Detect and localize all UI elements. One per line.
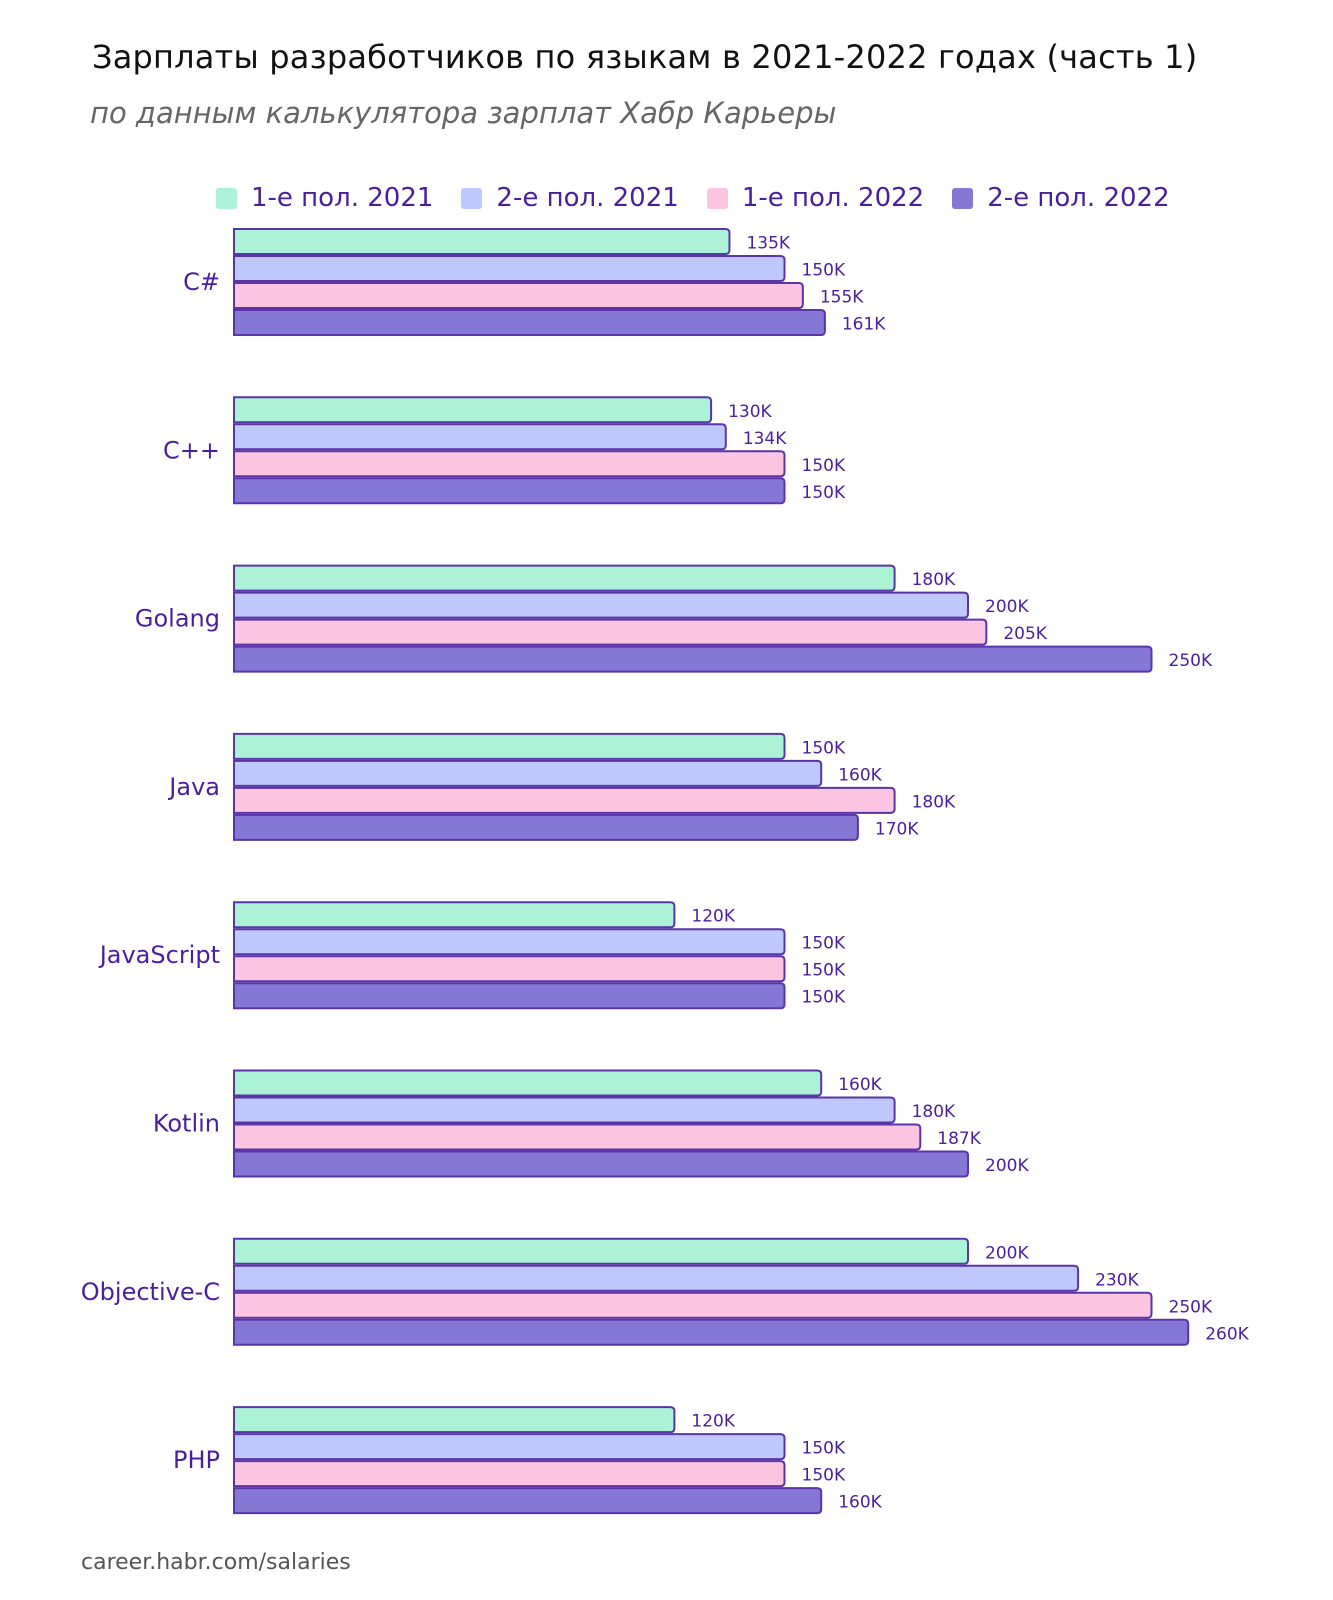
bar-group: Java 150K 160K 180K 170K — [167, 732, 956, 841]
bar-group: PHP 120K 150K 150K 160K — [173, 1406, 883, 1515]
category-label: PHP — [173, 1446, 220, 1474]
data-label: 250K — [1169, 651, 1213, 671]
legend-swatch — [706, 187, 728, 209]
bar[interactable] — [233, 1264, 1080, 1292]
data-label: 187K — [937, 1129, 981, 1149]
data-label: 134K — [743, 429, 787, 449]
source-footer: career.habr.com/salaries — [81, 1550, 351, 1575]
legend-item[interactable]: 2-е пол. 2022 — [952, 183, 1170, 213]
data-label: 205K — [1003, 624, 1047, 644]
legend-label: 1-е пол. 2021 — [251, 183, 434, 213]
bar[interactable] — [233, 1291, 1153, 1319]
bar[interactable] — [233, 732, 786, 760]
data-label: 150K — [802, 261, 846, 281]
bar[interactable] — [233, 1123, 922, 1151]
data-label: 150K — [802, 738, 846, 758]
bar[interactable] — [233, 591, 969, 619]
data-label: 200K — [985, 1156, 1029, 1176]
chart-subtitle: по данным калькулятора зарплат Хабр Карь… — [90, 96, 837, 130]
category-label: Objective-C — [81, 1278, 220, 1306]
legend-swatch — [216, 187, 237, 209]
legend-swatch — [461, 187, 483, 209]
bar[interactable] — [233, 645, 1153, 673]
bar[interactable] — [233, 564, 896, 592]
data-label: 250K — [1169, 1297, 1213, 1317]
data-label: 135K — [746, 234, 790, 254]
data-label: 170K — [875, 819, 919, 839]
legend-swatch — [952, 187, 974, 209]
category-label: Kotlin — [153, 1110, 220, 1138]
data-label: 200K — [985, 1243, 1029, 1263]
bar-group: JavaScript 120K 150K 150K 150K — [98, 901, 846, 1010]
data-label: 161K — [842, 315, 886, 335]
bar[interactable] — [233, 618, 988, 646]
data-label: 150K — [802, 1466, 846, 1486]
bar[interactable] — [233, 255, 786, 282]
bar[interactable] — [233, 282, 804, 309]
data-label: 150K — [802, 934, 846, 954]
data-label: 155K — [820, 288, 864, 308]
data-label: 150K — [802, 1439, 846, 1459]
data-label: 130K — [728, 402, 772, 422]
bar[interactable] — [233, 477, 786, 505]
data-label: 150K — [802, 483, 846, 503]
legend-item[interactable]: 1-е пол. 2022 — [706, 183, 925, 213]
data-label: 120K — [691, 1412, 735, 1432]
data-label: 180K — [912, 792, 956, 812]
bar[interactable] — [233, 759, 823, 787]
bar[interactable] — [233, 1237, 969, 1265]
category-label: Java — [167, 773, 220, 801]
legend-label: 1-е пол. 2022 — [741, 183, 925, 213]
bar-group: Golang 180K 200K 205K 250K — [135, 564, 1213, 673]
category-label: C++ — [163, 436, 220, 464]
legend-label: 2-е пол. 2022 — [987, 183, 1170, 213]
legend-label: 2-е пол. 2021 — [496, 183, 679, 213]
data-label: 230K — [1095, 1270, 1139, 1290]
chart-title: Зарплаты разработчиков по языкам в 2021-… — [92, 38, 1198, 76]
bar[interactable] — [233, 982, 786, 1010]
data-label: 120K — [691, 907, 735, 927]
bar[interactable] — [233, 309, 826, 336]
bar[interactable] — [233, 1433, 786, 1461]
bar-group: C++ 130K 134K 150K 150K — [163, 396, 846, 505]
bar[interactable] — [233, 1318, 1190, 1346]
bar[interactable] — [233, 1096, 896, 1124]
bar[interactable] — [233, 1460, 786, 1488]
bar-group: C# 135K 150K 155K 161K — [183, 228, 886, 336]
bar[interactable] — [233, 1487, 823, 1515]
legend-item[interactable]: 2-е пол. 2021 — [461, 183, 679, 213]
data-label: 160K — [838, 1493, 882, 1513]
data-label: 150K — [802, 988, 846, 1008]
bar[interactable] — [233, 1069, 823, 1097]
bar[interactable] — [233, 1406, 676, 1434]
category-label: C# — [183, 268, 220, 296]
data-label: 260K — [1205, 1324, 1249, 1344]
category-label: Golang — [135, 605, 220, 633]
legend: 1-е пол. 2021 2-е пол. 2021 1-е пол. 202… — [216, 180, 1198, 216]
data-label: 160K — [838, 1075, 882, 1095]
legend-item[interactable]: 1-е пол. 2021 — [216, 183, 433, 213]
bar[interactable] — [233, 423, 727, 451]
bar-group: Objective-C 200K 230K 250K 260K — [81, 1237, 1250, 1346]
bar[interactable] — [233, 786, 896, 814]
bar[interactable] — [233, 228, 731, 255]
data-label: 160K — [838, 765, 882, 785]
data-label: 200K — [985, 597, 1029, 617]
bar[interactable] — [233, 813, 859, 841]
data-label: 180K — [912, 1102, 956, 1122]
data-label: 150K — [802, 961, 846, 981]
category-label: JavaScript — [98, 941, 220, 969]
bar[interactable] — [233, 901, 676, 929]
data-label: 150K — [802, 456, 846, 476]
bar[interactable] — [233, 396, 713, 424]
bar[interactable] — [233, 955, 786, 983]
bar[interactable] — [233, 928, 786, 956]
bar[interactable] — [233, 450, 786, 478]
data-label: 180K — [912, 570, 956, 590]
bar[interactable] — [233, 1150, 969, 1178]
